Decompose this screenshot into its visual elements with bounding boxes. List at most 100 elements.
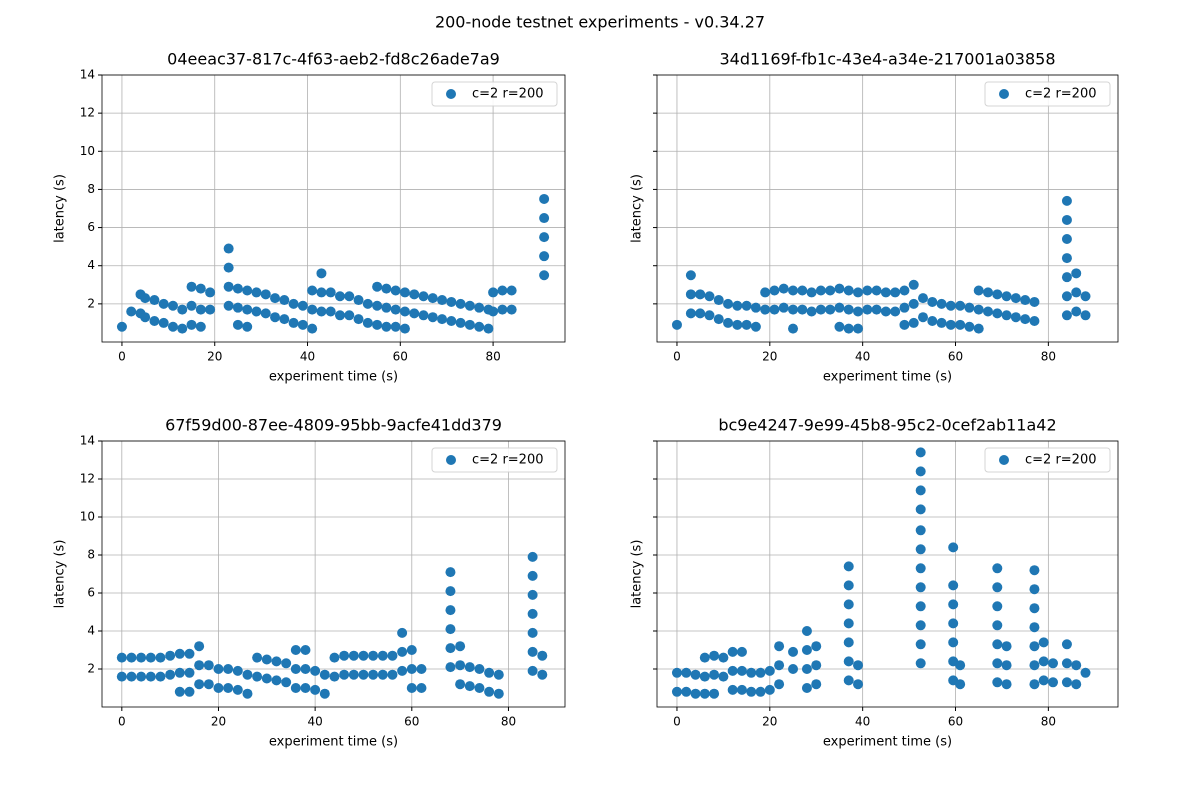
point: [445, 662, 456, 673]
point: [381, 302, 392, 313]
point: [140, 293, 151, 304]
point: [297, 319, 308, 330]
point: [300, 683, 311, 693]
point: [242, 669, 253, 680]
point: [493, 688, 504, 699]
y-tick-label: 10: [80, 144, 95, 158]
point: [825, 285, 836, 296]
point: [334, 291, 345, 302]
point: [474, 664, 485, 674]
x-tick-label: 40: [300, 350, 315, 364]
point: [136, 652, 147, 663]
point: [270, 293, 281, 304]
point: [992, 289, 1003, 300]
axes-frame: [656, 74, 1119, 343]
point: [915, 601, 926, 612]
point: [788, 285, 799, 296]
point: [915, 582, 926, 593]
point: [1061, 677, 1072, 688]
point: [880, 287, 891, 298]
point: [801, 683, 812, 693]
x-tick-label: 0: [118, 715, 126, 729]
point: [1010, 293, 1021, 304]
legend-box: [431, 447, 558, 473]
point: [788, 664, 799, 674]
point: [915, 658, 926, 669]
point: [310, 665, 321, 676]
point: [260, 289, 271, 300]
point: [194, 641, 205, 652]
point: [232, 283, 243, 294]
point: [992, 563, 1003, 574]
x-tick-label: 80: [501, 715, 516, 729]
point: [307, 304, 318, 315]
point: [252, 671, 263, 682]
point: [446, 296, 457, 307]
point: [1071, 287, 1082, 298]
point: [704, 310, 715, 321]
point: [213, 683, 224, 693]
point: [736, 646, 747, 657]
point: [899, 319, 910, 330]
point: [390, 321, 401, 332]
point: [1061, 639, 1072, 650]
point: [915, 525, 926, 536]
point: [973, 285, 984, 296]
y-tick-label: 6: [87, 586, 95, 600]
point: [760, 304, 771, 315]
point: [474, 321, 485, 332]
point: [539, 232, 550, 243]
point: [149, 316, 160, 327]
point: [1001, 660, 1012, 671]
point: [964, 321, 975, 332]
point: [718, 671, 729, 682]
x-tick-label: 40: [855, 715, 870, 729]
x-tick-label: 80: [485, 350, 500, 364]
point: [695, 308, 706, 319]
point: [397, 646, 408, 657]
point: [416, 664, 427, 674]
point: [406, 683, 417, 693]
axes-frame: [656, 440, 1119, 708]
point: [445, 586, 456, 597]
point: [915, 620, 926, 631]
point: [1001, 310, 1012, 321]
point: [290, 683, 301, 693]
point: [325, 306, 336, 317]
point: [685, 270, 696, 281]
point: [527, 551, 538, 562]
point: [445, 605, 456, 616]
legend-box: [431, 81, 558, 107]
point: [527, 570, 538, 581]
point: [377, 669, 388, 680]
point: [862, 285, 873, 296]
point: [290, 645, 301, 655]
point: [165, 650, 176, 661]
axes-frame: [101, 74, 566, 343]
point: [167, 321, 178, 332]
point: [300, 645, 311, 655]
point: [843, 304, 854, 315]
point: [344, 310, 355, 321]
point: [399, 306, 410, 317]
point: [915, 639, 926, 650]
legend-box: [984, 447, 1111, 473]
point: [339, 669, 350, 680]
point: [488, 306, 499, 317]
point: [834, 283, 845, 294]
point: [116, 321, 127, 332]
point: [774, 641, 785, 652]
point: [310, 684, 321, 695]
plot-area: [102, 441, 565, 707]
point: [149, 295, 160, 306]
point: [927, 316, 938, 327]
point: [1001, 679, 1012, 690]
point: [427, 312, 438, 323]
point: [145, 652, 156, 663]
plot-area: [102, 75, 565, 342]
point: [223, 683, 234, 693]
point: [158, 317, 169, 328]
point: [203, 679, 214, 690]
point: [948, 580, 959, 591]
